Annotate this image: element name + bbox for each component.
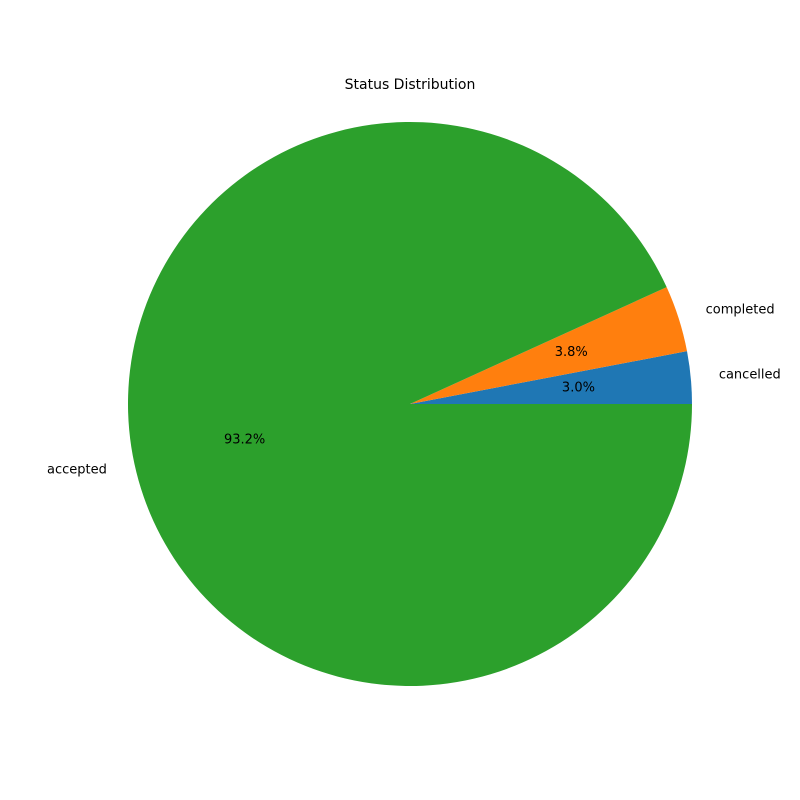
slice-percent-accepted: 93.2% <box>224 432 265 447</box>
pie-slice-accepted <box>127 121 693 686</box>
pie-slices <box>127 121 693 686</box>
chart-title: Status Distribution <box>345 77 476 93</box>
pie-slice-cancelled <box>410 351 692 404</box>
slice-percent-completed: 3.8% <box>555 345 588 360</box>
pie-labels: cancelled 3.0% completed 3.8% accepted 93.2% <box>47 302 781 477</box>
slice-label-completed: completed <box>706 302 775 317</box>
slice-label-accepted: accepted <box>47 462 107 477</box>
slice-percent-cancelled: 3.0% <box>562 381 595 396</box>
pie-slice-completed <box>410 287 688 404</box>
slice-label-cancelled: cancelled <box>719 367 781 382</box>
